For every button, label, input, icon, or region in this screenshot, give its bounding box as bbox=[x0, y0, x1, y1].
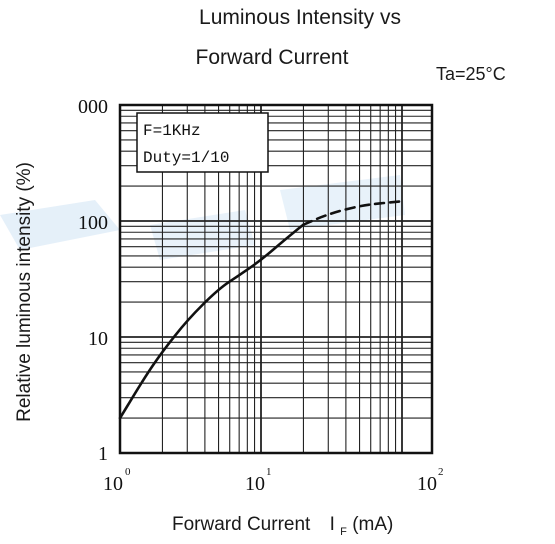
y-axis-label: Relative luminous intensity (%) bbox=[14, 162, 35, 422]
series-group bbox=[118, 199, 404, 420]
chart-title-line-2: Forward Current bbox=[196, 46, 349, 69]
series-line-dashed bbox=[302, 199, 404, 226]
watermark bbox=[0, 175, 405, 260]
x-axis-label-symbol: I bbox=[330, 514, 335, 535]
legend-line-2: Duty=1/10 bbox=[143, 149, 229, 167]
legend-box bbox=[136, 112, 269, 173]
series-line-solid bbox=[118, 223, 305, 420]
x-tick-1: 10 0 bbox=[103, 466, 131, 495]
condition-label: Ta=25°C bbox=[436, 64, 506, 84]
x-tick-1-base: 10 bbox=[103, 473, 123, 495]
x-tick-100-base: 10 bbox=[417, 473, 437, 495]
legend: F=1KHz Duty=1/10 bbox=[136, 112, 269, 173]
x-tick-100: 10 2 bbox=[417, 466, 444, 495]
svg-text:Forward Current I: Forward Current I F (mA) bbox=[172, 514, 393, 540]
x-tick-10-base: 10 bbox=[245, 473, 265, 495]
x-axis-label-unit: (mA) bbox=[352, 514, 393, 535]
chart-title-line-1: Luminous Intensity vs bbox=[199, 6, 401, 29]
x-axis-label: Forward Current I F (mA) bbox=[172, 514, 393, 540]
y-tick-1000: 000 bbox=[78, 96, 108, 118]
x-tick-1-exp: 0 bbox=[125, 466, 131, 478]
x-axis-label-subscript: F bbox=[340, 526, 347, 538]
y-tick-1: 1 bbox=[98, 443, 108, 465]
x-tick-10: 10 1 bbox=[245, 466, 272, 495]
y-tick-10: 10 bbox=[88, 328, 108, 350]
x-tick-10-exp: 1 bbox=[266, 466, 272, 478]
plot-frame bbox=[118, 103, 434, 455]
x-tick-100-exp: 2 bbox=[438, 466, 444, 478]
x-axis-label-text: Forward Current bbox=[172, 514, 311, 535]
y-tick-100: 100 bbox=[78, 212, 108, 234]
legend-line-1: F=1KHz bbox=[143, 122, 201, 140]
